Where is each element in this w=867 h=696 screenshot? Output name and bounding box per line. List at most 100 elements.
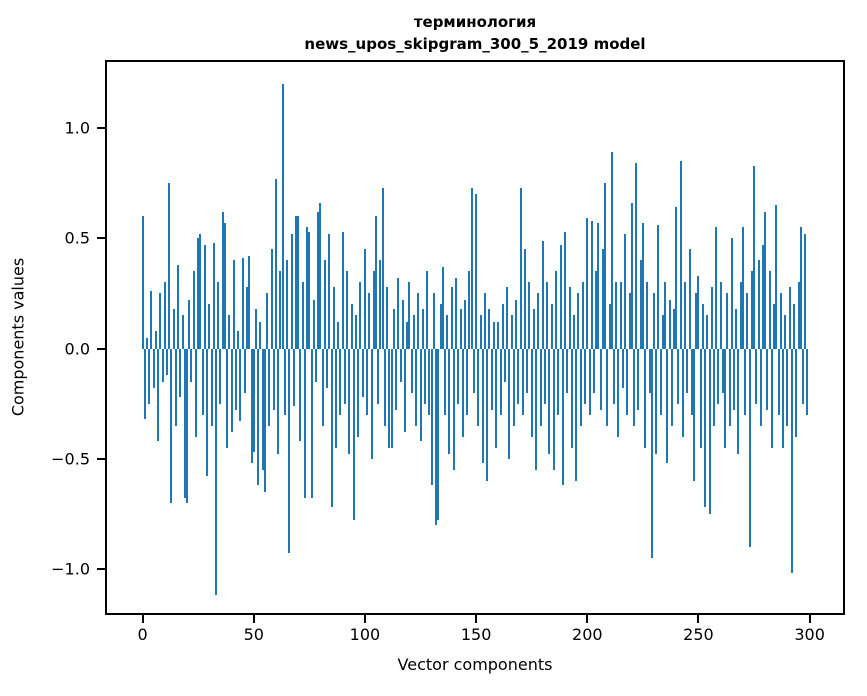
bar [283, 348, 286, 415]
bar [468, 271, 471, 349]
bar [150, 291, 153, 349]
bar [730, 238, 733, 349]
bar [377, 348, 380, 404]
bar [615, 282, 618, 349]
bar [472, 348, 475, 393]
x-tick-mark [808, 615, 811, 623]
bar [355, 315, 358, 349]
bar [292, 348, 295, 406]
bar [479, 315, 482, 349]
bar [804, 233, 807, 349]
bar [646, 282, 649, 349]
x-tick-mark [252, 615, 255, 623]
bar [799, 227, 802, 349]
y-tick-mark [97, 457, 105, 460]
bar [492, 322, 495, 349]
bar [257, 348, 260, 486]
bar [677, 348, 680, 404]
bar [326, 348, 329, 389]
bar [228, 315, 231, 349]
bar [526, 348, 529, 393]
bar [243, 348, 246, 393]
bar [266, 293, 269, 349]
bar [437, 348, 440, 521]
bar [286, 260, 289, 349]
bar [590, 220, 593, 349]
bar [379, 260, 382, 349]
bar [475, 194, 478, 349]
chart-title-line2: news_upos_skipgram_300_5_2019 model [304, 34, 646, 53]
bar [419, 348, 422, 442]
bar [764, 211, 767, 349]
bar [719, 282, 722, 349]
bar [415, 348, 418, 426]
bar [237, 330, 240, 349]
bar [544, 348, 547, 404]
bar [428, 348, 431, 415]
bar [579, 348, 582, 426]
bar [695, 293, 698, 349]
bar [581, 282, 584, 349]
bar [239, 348, 242, 422]
y-tick-label: −0.5 [51, 449, 90, 469]
bar [788, 286, 791, 349]
bar [432, 293, 435, 349]
bar [626, 348, 629, 415]
bar [219, 348, 222, 404]
bar [781, 348, 784, 448]
bar [670, 348, 673, 426]
bar [459, 308, 462, 349]
bar [710, 286, 713, 349]
y-tick-mark [97, 567, 105, 570]
bar [274, 178, 277, 349]
y-tick-label: 1.0 [64, 118, 90, 138]
bar [568, 286, 571, 349]
x-tick-mark [697, 615, 700, 623]
bar [668, 300, 671, 349]
bar [188, 300, 191, 349]
bar [372, 271, 375, 349]
bar [617, 348, 620, 437]
bar [699, 348, 702, 448]
bar [201, 348, 204, 415]
bar [746, 293, 749, 349]
bar [166, 348, 169, 375]
bar [713, 348, 716, 426]
bar [350, 304, 353, 349]
bar [263, 348, 266, 492]
bar [688, 249, 691, 349]
bar [690, 348, 693, 415]
bar [157, 348, 160, 442]
y-tick-mark [97, 237, 105, 240]
bar [190, 348, 193, 382]
bar [552, 348, 555, 470]
bar [532, 308, 535, 349]
bar [599, 348, 602, 411]
bar [693, 348, 696, 481]
bar [628, 293, 631, 349]
bar [446, 315, 449, 349]
bar [606, 348, 609, 426]
bar [246, 286, 249, 349]
bar [701, 304, 704, 349]
bar [728, 348, 731, 426]
bar [564, 231, 567, 349]
y-tick-label: −1.0 [51, 559, 90, 579]
bar [592, 348, 595, 393]
bar [270, 249, 273, 349]
bar [612, 348, 615, 404]
bar [708, 348, 711, 514]
bar [608, 304, 611, 349]
bar [477, 348, 480, 426]
bar [448, 348, 451, 455]
bar [288, 348, 291, 554]
bar [261, 348, 264, 470]
bar [584, 348, 587, 404]
bar [757, 260, 760, 349]
bar [359, 282, 362, 349]
bar [790, 348, 793, 574]
plot-area [105, 60, 845, 615]
bar [279, 271, 282, 349]
bar [179, 348, 182, 397]
bar [254, 308, 257, 349]
